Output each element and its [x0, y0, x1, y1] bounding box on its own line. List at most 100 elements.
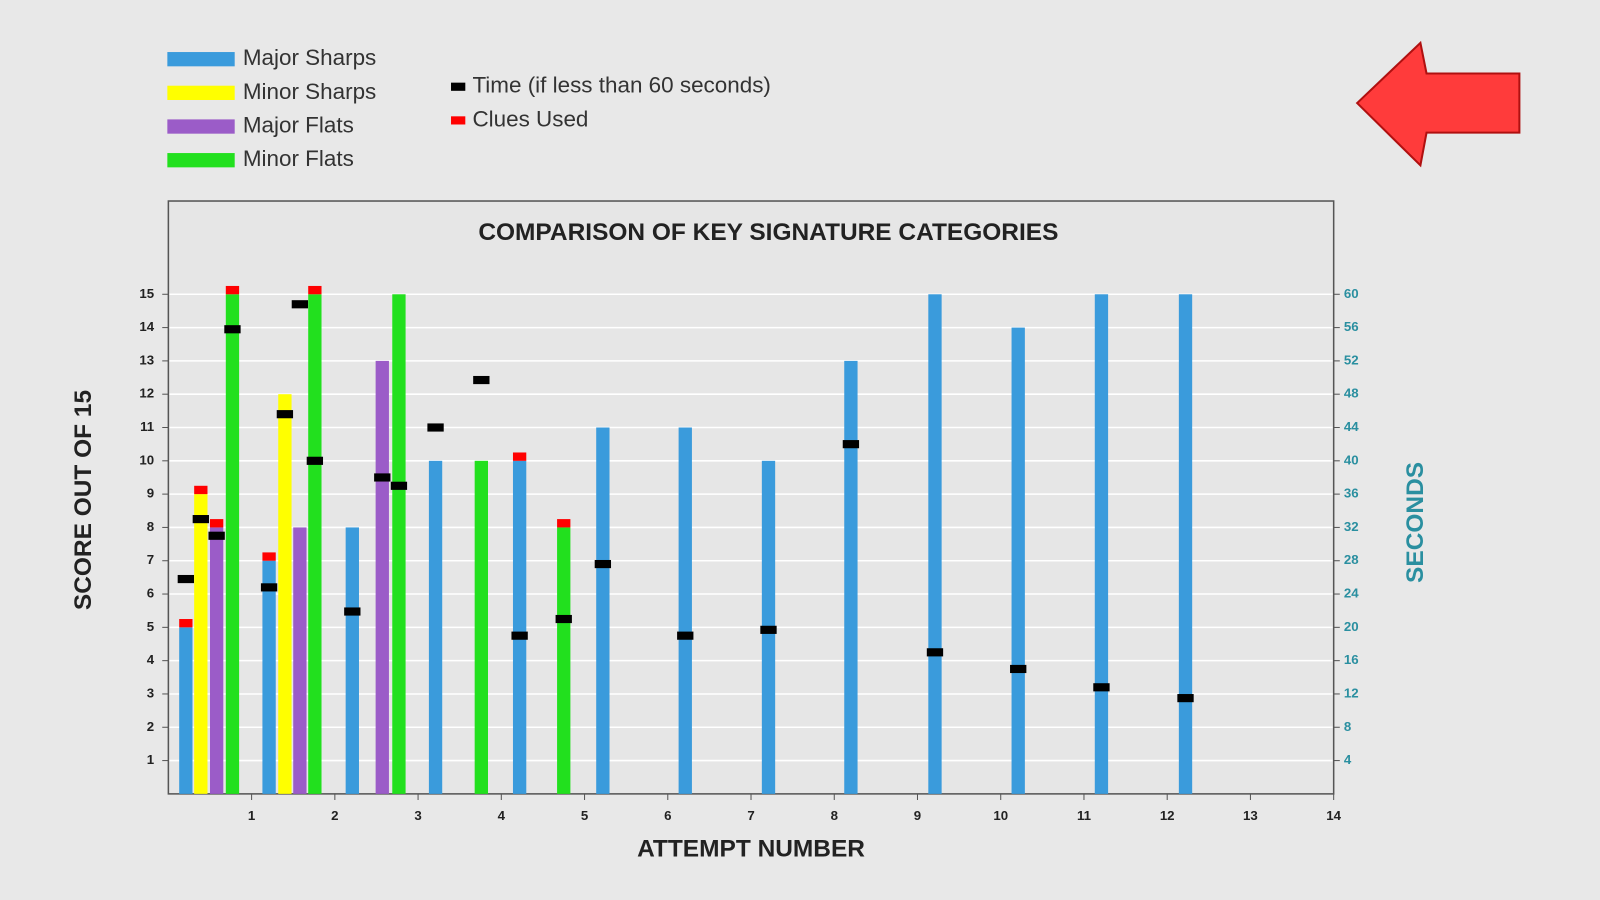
y-tick-label: 4: [147, 652, 155, 667]
time-marker: [224, 325, 241, 334]
time-marker: [260, 583, 278, 592]
y2-tick-label: 24: [1344, 586, 1359, 601]
bar: [557, 527, 571, 794]
legend-label: Major Flats: [243, 112, 354, 137]
y2-tick-label: 16: [1344, 652, 1359, 667]
stack-segment: [225, 285, 240, 295]
y-tick-label: 5: [147, 619, 154, 634]
legend-label: Time (if less than 60 seconds): [472, 73, 770, 98]
x-tick-label: 3: [414, 808, 421, 823]
bar: [428, 460, 443, 794]
chart-title: COMPARISON OF KEY SIGNATURE CATEGORIES: [478, 219, 1058, 246]
legend-swatch: [451, 82, 466, 91]
time-marker: [306, 456, 324, 465]
bar: [308, 294, 322, 794]
x-tick-label: 7: [747, 808, 754, 823]
x-tick-label: 12: [1160, 808, 1175, 823]
y-tick-label: 15: [139, 286, 154, 301]
bar: [225, 294, 240, 794]
stack-segment: [194, 485, 208, 495]
time-marker: [1177, 694, 1194, 703]
time-marker: [427, 423, 444, 432]
bar: [209, 527, 224, 794]
bar: [928, 294, 942, 794]
y-tick-label: 9: [147, 486, 154, 501]
bar: [194, 494, 208, 794]
x-tick-label: 14: [1326, 808, 1341, 823]
y-tick-label: 10: [139, 452, 154, 467]
y2-tick-label: 36: [1344, 486, 1359, 501]
x-tick-label: 9: [914, 808, 921, 823]
y2-tick-label: 28: [1344, 552, 1359, 567]
legend-swatch: [167, 153, 235, 168]
bar: [512, 460, 527, 794]
y-tick-label: 6: [147, 586, 154, 601]
time-marker: [677, 631, 694, 640]
y-tick-label: 13: [139, 352, 154, 367]
y2-tick-label: 56: [1344, 319, 1359, 334]
legend-swatch: [451, 116, 466, 125]
stack-segment: [179, 619, 193, 628]
x-axis-label: ATTEMPT NUMBER: [637, 835, 865, 862]
x-tick-label: 1: [248, 808, 255, 823]
bar: [293, 527, 307, 794]
time-marker: [344, 607, 361, 616]
y-axis-label: SCORE OUT OF 15: [70, 390, 97, 610]
bar: [1011, 327, 1025, 794]
time-marker: [276, 410, 294, 419]
y2-tick-label: 32: [1344, 519, 1359, 534]
x-tick-label: 6: [664, 808, 671, 823]
y2-tick-label: 52: [1344, 352, 1359, 367]
time-marker: [291, 300, 309, 309]
bar: [474, 460, 488, 794]
stack-segment: [209, 519, 224, 528]
y-tick-label: 14: [139, 319, 154, 334]
x-tick-label: 10: [993, 808, 1008, 823]
x-tick-label: 2: [331, 808, 338, 823]
y-tick-label: 8: [147, 519, 154, 534]
bar: [1178, 294, 1193, 794]
y-tick-label: 3: [147, 685, 154, 700]
time-marker: [192, 515, 209, 524]
stack-segment: [308, 285, 322, 295]
y-tick-label: 11: [140, 419, 154, 434]
y2-tick-label: 8: [1344, 719, 1351, 734]
time-marker: [473, 375, 490, 385]
legend-swatch: [167, 52, 235, 67]
time-marker: [842, 440, 860, 449]
time-marker: [926, 648, 944, 657]
bar: [345, 527, 359, 794]
y2-tick-label: 12: [1344, 685, 1359, 700]
stack-segment: [512, 452, 527, 461]
bar: [392, 294, 406, 794]
x-tick-label: 8: [831, 808, 838, 823]
time-marker: [390, 481, 408, 490]
legend-swatch: [167, 119, 235, 134]
plot-area: [167, 200, 1335, 795]
y2-tick-label: 4: [1344, 752, 1352, 767]
bar: [844, 360, 858, 794]
stack-segment: [557, 519, 571, 528]
y-tick-label: 7: [147, 552, 154, 567]
time-marker: [555, 614, 572, 624]
legend-label: Minor Flats: [243, 146, 354, 171]
x-tick-label: 4: [498, 808, 506, 823]
y2-tick-label: 48: [1344, 386, 1359, 401]
y2-tick-label: 60: [1344, 286, 1359, 301]
time-marker: [374, 473, 391, 482]
back-arrow[interactable]: [1355, 40, 1521, 168]
legend-label: Clues Used: [472, 106, 588, 131]
y2-axis-label: SECONDS: [1402, 462, 1429, 583]
y2-tick-label: 44: [1344, 419, 1359, 434]
legend-swatch: [167, 85, 235, 100]
time-marker: [1010, 664, 1027, 674]
time-marker: [208, 531, 225, 540]
y-tick-label: 1: [147, 752, 154, 767]
x-tick-label: 11: [1077, 808, 1091, 823]
bar: [678, 427, 692, 794]
y-tick-label: 2: [147, 719, 154, 734]
time-marker: [511, 631, 528, 640]
bar: [262, 560, 276, 794]
legend-label: Minor Sharps: [243, 79, 376, 104]
